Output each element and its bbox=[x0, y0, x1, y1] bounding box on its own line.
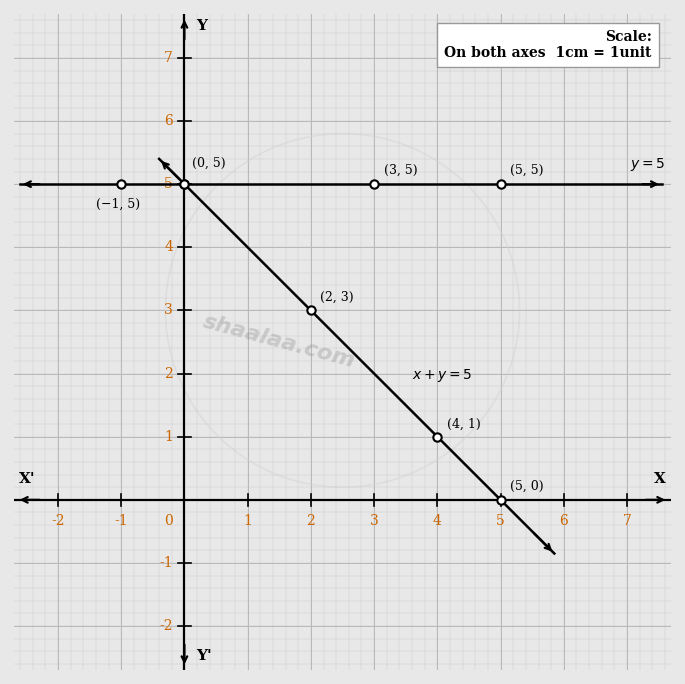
Text: (2, 3): (2, 3) bbox=[321, 291, 354, 304]
Text: (3, 5): (3, 5) bbox=[384, 163, 417, 176]
Text: $x + y = 5$: $x + y = 5$ bbox=[412, 367, 473, 384]
Text: 1: 1 bbox=[243, 514, 252, 528]
Text: 3: 3 bbox=[370, 514, 379, 528]
Text: 7: 7 bbox=[164, 51, 173, 65]
Text: shaalaa.com: shaalaa.com bbox=[201, 312, 358, 372]
Text: $y = 5$: $y = 5$ bbox=[630, 156, 665, 173]
Text: Y': Y' bbox=[196, 648, 212, 663]
Text: (4, 1): (4, 1) bbox=[447, 417, 481, 430]
Text: 5: 5 bbox=[164, 177, 173, 191]
Text: (5, 5): (5, 5) bbox=[510, 163, 544, 176]
Text: 4: 4 bbox=[433, 514, 442, 528]
Text: 2: 2 bbox=[164, 367, 173, 380]
Text: 1: 1 bbox=[164, 430, 173, 444]
Text: Y: Y bbox=[196, 18, 207, 33]
Text: 6: 6 bbox=[560, 514, 568, 528]
Text: 6: 6 bbox=[164, 114, 173, 128]
Text: 3: 3 bbox=[164, 304, 173, 317]
Text: Scale:
On both axes  1cm = 1unit: Scale: On both axes 1cm = 1unit bbox=[444, 30, 651, 60]
Text: (−1, 5): (−1, 5) bbox=[96, 198, 140, 211]
Text: 4: 4 bbox=[164, 240, 173, 254]
Text: -2: -2 bbox=[51, 514, 64, 528]
Text: X: X bbox=[654, 472, 667, 486]
Text: 2: 2 bbox=[306, 514, 315, 528]
Text: 5: 5 bbox=[496, 514, 505, 528]
Text: (0, 5): (0, 5) bbox=[192, 157, 225, 170]
Text: -1: -1 bbox=[114, 514, 128, 528]
Text: (5, 0): (5, 0) bbox=[510, 479, 544, 492]
Text: 7: 7 bbox=[623, 514, 632, 528]
Text: -2: -2 bbox=[160, 619, 173, 633]
Text: -1: -1 bbox=[160, 556, 173, 570]
Text: X': X' bbox=[18, 472, 36, 486]
Text: 0: 0 bbox=[164, 514, 173, 528]
